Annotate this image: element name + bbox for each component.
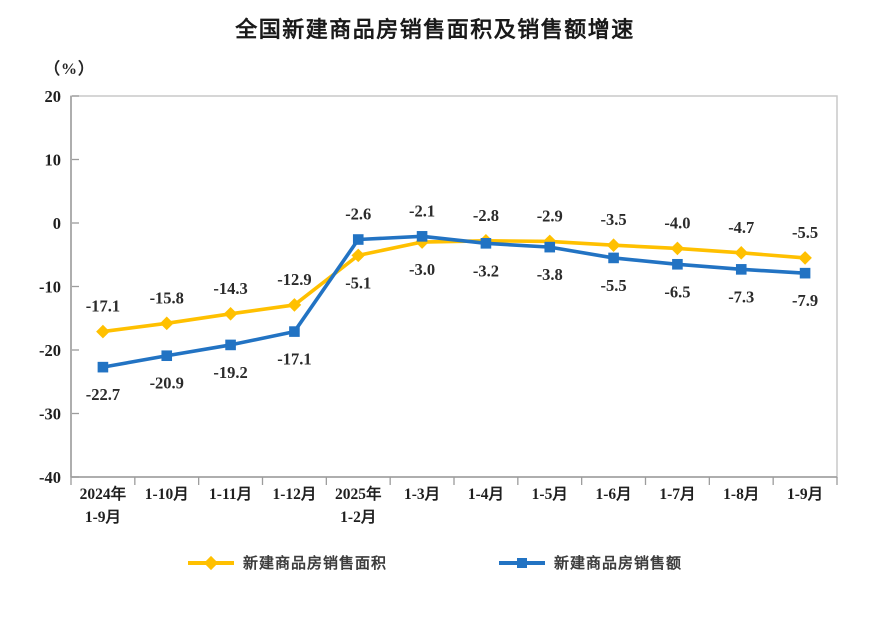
square-data-point xyxy=(416,231,428,242)
legend-line-swatch xyxy=(499,557,545,568)
data-label-top: -15.8 xyxy=(150,288,184,307)
square-data-point xyxy=(289,326,300,337)
data-label-bottom: -3.2 xyxy=(473,261,499,280)
x-axis-labels: 2024年 1-9月 1-10月 1-11月 1-12月 2025年 1-2月 1-3月 1-4… xyxy=(80,484,824,526)
x-tick-label: 1-10月 xyxy=(145,485,189,503)
data-label-bottom: -20.9 xyxy=(150,374,184,393)
diamond-data-point xyxy=(223,307,238,321)
data-label-top: -14.3 xyxy=(213,279,247,298)
diamond-data-point xyxy=(542,234,557,249)
data-label-bottom: -3.8 xyxy=(537,265,563,284)
data-label-bottom: -7.3 xyxy=(728,287,754,306)
square-data-point xyxy=(161,350,173,362)
data-label-bottom: -17.1 xyxy=(277,350,311,369)
y-tick-label: -30 xyxy=(39,405,61,424)
diamond-marker-icon xyxy=(203,555,219,570)
legend-label-sales-amount: 新建商品房销售额 xyxy=(554,556,683,572)
y-axis-ticks: 20 10 0 -10 -20 -30 -40 xyxy=(39,87,79,487)
diamond-data-point xyxy=(415,235,429,249)
data-labels: -17.1 -22.7 -15.8 -20.9 -14.3 -19.2 -12.9 -17.1… xyxy=(86,201,818,404)
data-label-bottom: -6.5 xyxy=(664,282,690,301)
data-label-top: -4.0 xyxy=(664,213,690,232)
data-label-top: -12.9 xyxy=(277,270,311,289)
x-tick-label: 1-6月 xyxy=(595,485,631,503)
diamond-data-point xyxy=(670,241,685,256)
x-tick-label: 1-5月 xyxy=(532,485,568,503)
chart-legend: 新建商品房销售面积 新建商品房销售额 xyxy=(0,552,870,573)
data-label-bottom: -5.1 xyxy=(345,273,371,292)
legend-item-sales-amount: 新建商品房销售额 xyxy=(499,552,682,573)
square-data-point xyxy=(480,238,492,249)
series-line xyxy=(101,234,807,369)
legend-item-sales-area: 新建商品房销售面积 xyxy=(187,552,387,573)
data-label-bottom: -7.9 xyxy=(792,291,818,310)
diamond-data-point xyxy=(606,238,621,253)
data-label-bottom: -22.7 xyxy=(86,385,120,404)
square-data-point xyxy=(352,234,364,245)
diamond-data-point xyxy=(287,298,302,312)
data-label-top: -5.5 xyxy=(792,223,818,242)
y-tick-label: 20 xyxy=(45,87,62,106)
diamond-data-point xyxy=(351,248,366,263)
y-tick-label: 10 xyxy=(45,151,62,170)
data-label-top: -3.5 xyxy=(601,210,627,229)
square-data-point xyxy=(608,252,619,264)
legend-label-sales-area: 新建商品房销售面积 xyxy=(242,556,387,572)
y-tick-label: -20 xyxy=(39,341,61,360)
square-data-point xyxy=(97,361,109,373)
y-tick-label: 0 xyxy=(53,214,61,233)
chart-title: 全国新建商品房销售面积及销售额增速 xyxy=(235,17,635,42)
x-tick-label: 1-9月 xyxy=(787,485,823,503)
diamond-data-point xyxy=(96,324,110,339)
x-tick-label: 1-11月 xyxy=(209,485,252,503)
square-data-point xyxy=(544,241,556,253)
x-tick-label: 2025年 1-2月 xyxy=(335,484,382,526)
data-label-top: -4.7 xyxy=(728,218,754,237)
data-label-top: -17.1 xyxy=(86,297,120,316)
square-marker-icon xyxy=(517,557,527,568)
y-tick-label: -40 xyxy=(39,468,61,487)
data-label-bottom: -19.2 xyxy=(213,363,247,382)
x-tick-label: 1-3月 xyxy=(404,485,440,503)
square-data-point xyxy=(799,267,811,279)
x-tick-label: 2024年 1-9月 xyxy=(80,484,127,526)
diamond-data-point xyxy=(159,316,174,331)
data-label-bottom: -5.5 xyxy=(601,276,627,295)
y-axis-unit-label: （%） xyxy=(44,61,96,78)
square-data-point xyxy=(735,264,747,275)
diamond-data-point xyxy=(734,246,749,260)
square-data-point xyxy=(225,339,236,351)
diamond-data-point xyxy=(798,251,812,265)
y-tick-label: -10 xyxy=(39,278,61,297)
series-sales-amount xyxy=(97,231,811,373)
x-tick-label: 1-12月 xyxy=(272,485,316,503)
x-tick-label: 1-8月 xyxy=(723,485,759,503)
x-axis-ticks xyxy=(70,477,838,485)
legend-line-swatch xyxy=(187,555,234,570)
data-label-bottom: -3.0 xyxy=(409,260,435,279)
data-label-top: -2.9 xyxy=(537,206,563,225)
x-tick-label: 1-7月 xyxy=(659,485,695,503)
data-label-top: -2.1 xyxy=(409,201,435,220)
x-tick-label: 1-4月 xyxy=(468,485,504,503)
plot-area-border xyxy=(70,95,838,478)
data-label-top: -2.6 xyxy=(345,205,371,224)
data-label-top: -2.8 xyxy=(473,206,499,225)
square-data-point xyxy=(672,258,683,270)
